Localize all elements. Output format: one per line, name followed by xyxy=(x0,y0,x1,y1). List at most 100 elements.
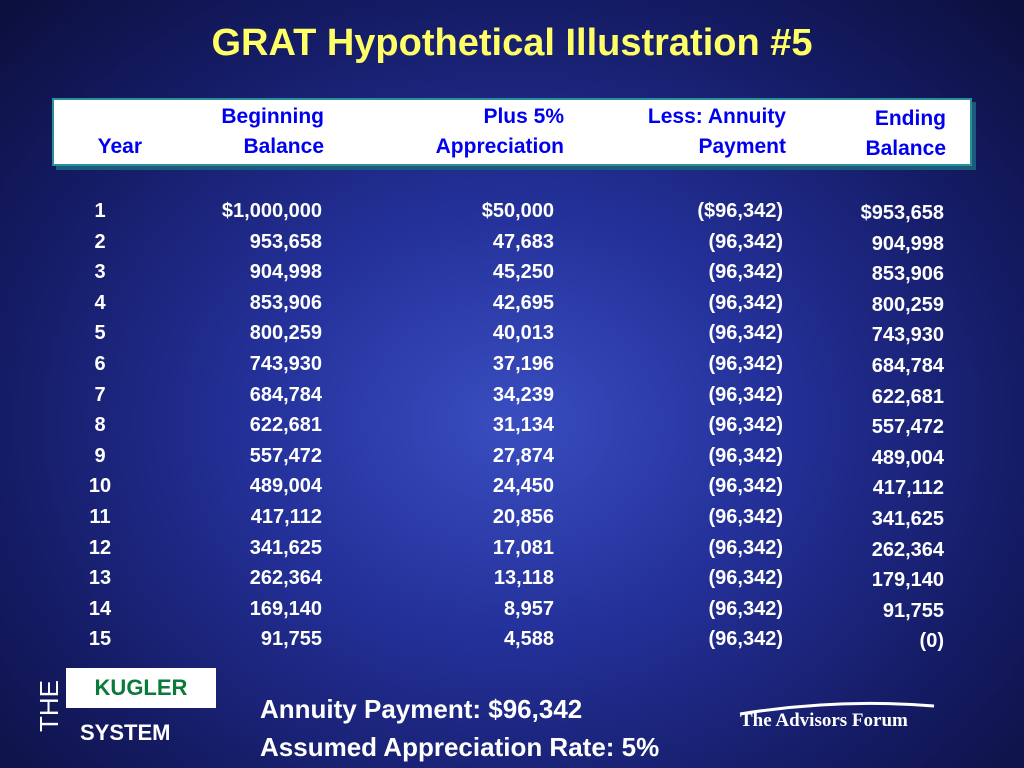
beginning-balance-cell: 684,784 xyxy=(249,383,322,406)
annuity-payment-cell: (96,342) xyxy=(708,597,784,620)
year-cell: 5 xyxy=(94,322,106,345)
header-beginning-line1: Beginning xyxy=(221,105,324,128)
ending-balance-cell: $953,658 xyxy=(860,202,944,224)
year-cell: 11 xyxy=(89,505,111,528)
ending-balance-cell: 800,259 xyxy=(871,293,944,316)
header-annuity-payment: Less: Annuity Payment xyxy=(594,102,786,162)
logo-the-text: THE xyxy=(34,680,64,732)
header-appreciation-line2: Appreciation xyxy=(435,135,564,158)
logo-system-text: SYSTEM xyxy=(80,720,171,745)
ending-balance-cell: 557,472 xyxy=(871,416,944,439)
header-year-line2: Year xyxy=(97,135,142,158)
beginning-balance-cell: 743,930 xyxy=(249,352,322,375)
annuity-payment-cell: (96,342) xyxy=(708,291,784,314)
kugler-system-logo: THE KUGLER SYSTEM xyxy=(30,668,230,758)
year-cell: 10 xyxy=(88,475,112,498)
header-year-line1 xyxy=(64,102,142,132)
year-cell: 1 xyxy=(94,200,106,222)
year-cell: 8 xyxy=(94,414,106,437)
annuity-payment-cell: (96,342) xyxy=(708,567,784,590)
table-header: Year Beginning Balance Plus 5% Appreciat… xyxy=(52,98,972,166)
appreciation-cell: 40,013 xyxy=(492,322,554,345)
annuity-payment-cell: (96,342) xyxy=(708,322,784,345)
annuity-payment-cell: (96,342) xyxy=(708,444,784,467)
column-year: 1 2 3 4 5 6 7 8 9 10 11 12 13 14 15 xyxy=(60,196,140,655)
header-annuity-line1: Less: Annuity xyxy=(647,105,786,128)
appreciation-cell: 42,695 xyxy=(492,291,554,314)
page-title: GRAT Hypothetical Illustration #5 xyxy=(211,22,813,64)
appreciation-cell: 17,081 xyxy=(492,536,554,559)
beginning-balance-cell: $1,000,000 xyxy=(221,200,322,222)
annuity-payment-note: Annuity Payment: $96,342 xyxy=(260,694,583,724)
appreciation-cell: 47,683 xyxy=(492,230,554,253)
year-cell: 12 xyxy=(88,536,112,559)
beginning-balance-cell: 622,681 xyxy=(249,414,322,437)
beginning-balance-cell: 953,658 xyxy=(249,230,322,253)
appreciation-cell: $50,000 xyxy=(481,200,554,222)
ending-balance-cell: 904,998 xyxy=(871,232,944,255)
year-cell: 3 xyxy=(94,261,106,284)
beginning-balance-cell: 800,259 xyxy=(249,322,322,345)
annuity-payment-cell: ($96,342) xyxy=(697,200,783,222)
ending-balance-cell: (0) xyxy=(919,630,944,653)
logo-kugler-text: KUGLER xyxy=(66,668,216,708)
header-ending-line2: Balance xyxy=(865,137,946,160)
annuity-payment-cell: (96,342) xyxy=(708,505,784,528)
column-ending-balance: $953,658 904,998 853,906 800,259 743,930 684,… xyxy=(790,198,944,657)
annuity-payment-cell: (96,342) xyxy=(708,414,784,437)
beginning-balance-cell: 262,364 xyxy=(249,567,322,590)
appreciation-cell: 13,118 xyxy=(493,567,554,590)
appreciation-cell: 27,874 xyxy=(492,444,554,467)
beginning-balance-cell: 417,112 xyxy=(250,505,322,528)
appreciation-cell: 24,450 xyxy=(492,475,554,498)
year-cell: 6 xyxy=(94,352,106,375)
year-cell: 15 xyxy=(88,628,112,651)
ending-balance-cell: 179,140 xyxy=(871,569,944,592)
beginning-balance-cell: 853,906 xyxy=(249,291,322,314)
header-appreciation-line1: Plus 5% xyxy=(483,105,564,128)
header-annuity-line2: Payment xyxy=(698,135,786,158)
header-ending-balance: Ending Balance xyxy=(814,104,946,164)
column-beginning-balance: $1,000,000 953,658 904,998 853,906 800,259 74… xyxy=(160,196,322,655)
ending-balance-cell: 743,930 xyxy=(871,324,944,347)
appreciation-cell: 37,196 xyxy=(492,352,554,375)
beginning-balance-cell: 91,755 xyxy=(260,628,322,651)
header-ending-line1: Ending xyxy=(874,107,946,130)
year-cell: 13 xyxy=(88,567,112,590)
beginning-balance-cell: 557,472 xyxy=(249,444,322,467)
appreciation-cell: 31,134 xyxy=(492,414,554,437)
ending-balance-cell: 684,784 xyxy=(871,354,944,377)
ending-balance-cell: 262,364 xyxy=(871,538,944,561)
annuity-payment-cell: (96,342) xyxy=(708,475,784,498)
column-annuity-payment: ($96,342) (96,342) (96,342) (96,342) (96,342… xyxy=(600,196,783,655)
header-beginning-line2: Balance xyxy=(243,135,324,158)
year-cell: 9 xyxy=(94,444,106,467)
ending-balance-cell: 91,755 xyxy=(882,599,944,622)
footer-notes: Annuity Payment: $96,342 Assumed Appreci… xyxy=(260,690,659,766)
appreciation-cell: 4,588 xyxy=(503,628,554,651)
annuity-payment-cell: (96,342) xyxy=(708,261,784,284)
appreciation-cell: 34,239 xyxy=(492,383,554,406)
annuity-payment-cell: (96,342) xyxy=(708,230,784,253)
year-cell: 4 xyxy=(94,291,106,314)
year-cell: 2 xyxy=(94,230,106,253)
beginning-balance-cell: 169,140 xyxy=(249,597,322,620)
annuity-payment-cell: (96,342) xyxy=(708,628,784,651)
appreciation-cell: 8,957 xyxy=(503,597,554,620)
header-year: Year xyxy=(64,102,142,162)
appreciation-cell: 20,856 xyxy=(492,505,554,528)
advisors-swoosh-icon xyxy=(739,701,935,716)
beginning-balance-cell: 489,004 xyxy=(249,475,322,498)
annuity-payment-cell: (96,342) xyxy=(708,352,784,375)
header-appreciation: Plus 5% Appreciation xyxy=(374,102,564,162)
column-appreciation: $50,000 47,683 45,250 42,695 40,013 37,196 34,… xyxy=(380,196,554,655)
beginning-balance-cell: 904,998 xyxy=(249,261,322,284)
ending-balance-cell: 489,004 xyxy=(871,446,944,469)
beginning-balance-cell: 341,625 xyxy=(249,536,322,559)
year-cell: 7 xyxy=(94,383,106,406)
header-beginning-balance: Beginning Balance xyxy=(174,102,324,162)
ending-balance-cell: 853,906 xyxy=(871,263,944,286)
ending-balance-cell: 341,625 xyxy=(871,507,944,530)
annuity-payment-cell: (96,342) xyxy=(708,536,784,559)
ending-balance-cell: 417,112 xyxy=(872,477,944,500)
